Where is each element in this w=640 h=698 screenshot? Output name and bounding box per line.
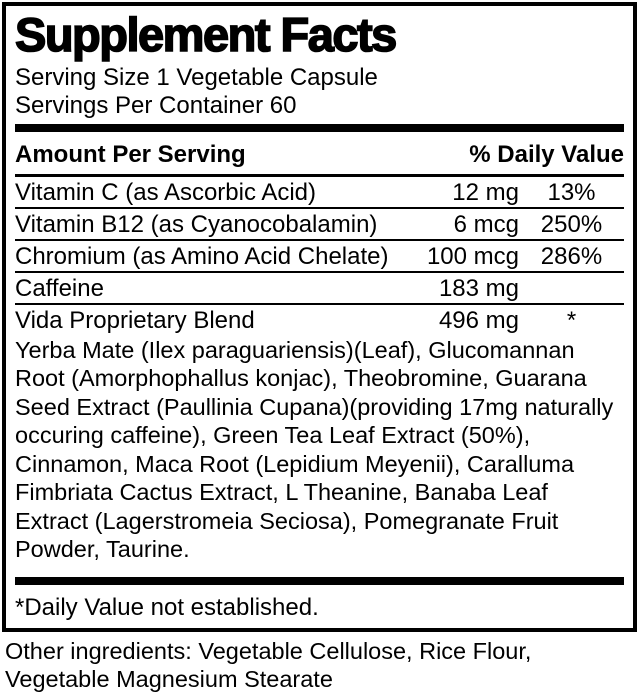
nutrient-daily-value: 13%	[547, 178, 596, 206]
nutrient-daily-value: 250%	[540, 210, 603, 238]
nutrient-name: Vida Proprietary Blend	[15, 306, 255, 334]
table-row: Chromium (as Amino Acid Chelate) 100 mcg…	[15, 241, 624, 273]
table-row: Caffeine 183 mg	[15, 273, 624, 305]
nutrient-amount: 496 mg	[438, 306, 519, 334]
serving-size: Serving Size 1 Vegetable Capsule	[15, 63, 378, 91]
nutrient-amount: 183 mg	[438, 274, 519, 302]
nutrient-amount: 100 mcg	[426, 242, 519, 270]
nutrient-name: Caffeine	[15, 274, 104, 302]
nutrient-amount: 12 mg	[452, 178, 519, 206]
servings-per-container: Servings Per Container 60	[15, 91, 297, 119]
table-row: Vitamin C (as Ascorbic Acid) 12 mg 13%	[15, 177, 624, 209]
other-ingredients: Other ingredients: Vegetable Cellulose, …	[5, 638, 532, 692]
percent-daily-value-header: % Daily Value	[469, 140, 624, 168]
supplement-facts-panel: Supplement Facts Serving Size 1 Vegetabl…	[2, 2, 637, 632]
amount-per-serving-header: Amount Per Serving	[15, 140, 246, 168]
panel-title: Supplement Facts	[14, 8, 398, 61]
serving-info: Serving Size 1 Vegetable Capsule Serving…	[15, 64, 624, 120]
separator-bar-top	[15, 123, 624, 132]
table-row: Vitamin B12 (as Cyanocobalamin) 6 mcg 25…	[15, 209, 624, 241]
nutrient-name: Chromium (as Amino Acid Chelate)	[15, 242, 389, 270]
nutrient-name: Vitamin C (as Ascorbic Acid)	[15, 178, 316, 206]
daily-value-footnote: *Daily Value not established.	[15, 593, 319, 621]
table-row: Vida Proprietary Blend 496 mg *	[15, 305, 624, 335]
separator-bar-bottom	[15, 576, 624, 585]
nutrient-amount: 6 mcg	[453, 210, 519, 238]
nutrient-daily-value: *	[566, 306, 577, 334]
table-header: Amount Per Serving % Daily Value	[15, 132, 624, 177]
nutrient-name: Vitamin B12 (as Cyanocobalamin)	[15, 210, 378, 238]
proprietary-blend-ingredients: Yerba Mate (Ilex paraguariensis)(Leaf), …	[15, 336, 614, 563]
nutrient-daily-value: 286%	[540, 242, 603, 270]
